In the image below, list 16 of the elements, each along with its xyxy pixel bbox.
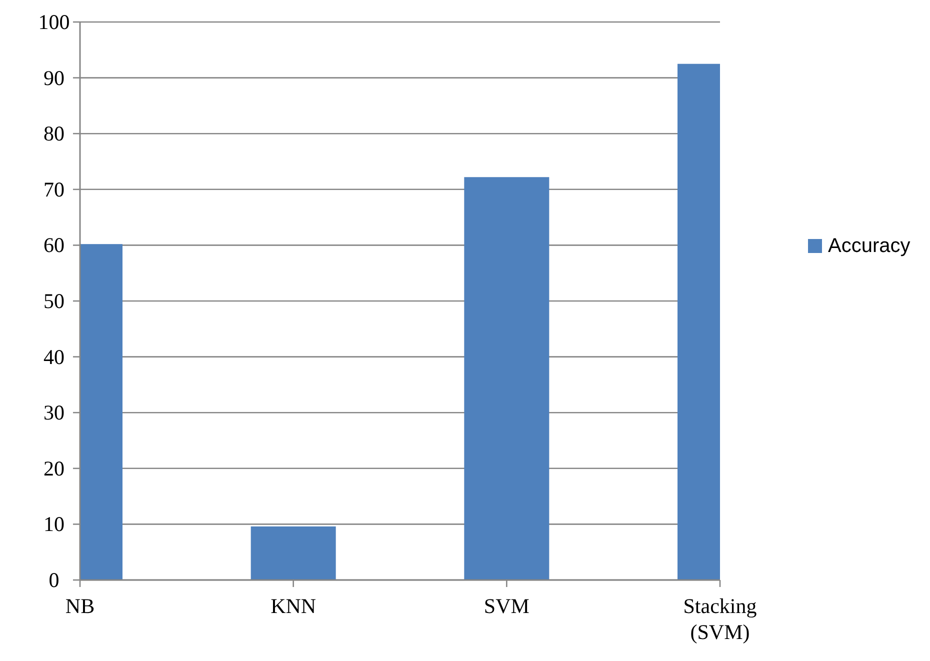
legend-label: Accuracy: [828, 235, 910, 257]
y-tick-label: 30: [44, 400, 64, 425]
x-tick-label: KNN: [270, 594, 316, 618]
y-tick-label: 40: [44, 344, 64, 369]
y-tick-label: 80: [44, 122, 64, 146]
y-tick-label: 60: [44, 233, 64, 258]
y-tick-label: 20: [44, 456, 64, 480]
x-tick-label: Stacking (SVM): [683, 594, 758, 644]
y-tick-label: 70: [44, 177, 64, 202]
y-tick-label: 100: [38, 10, 70, 34]
y-tick-label: 10: [44, 512, 64, 536]
y-tick-label: 90: [44, 66, 64, 90]
x-tick-label: NB: [65, 594, 95, 618]
y-tick-label: 50: [44, 289, 64, 313]
y-tick-label: 0: [48, 568, 60, 592]
x-tick-label: SVM: [484, 594, 530, 618]
